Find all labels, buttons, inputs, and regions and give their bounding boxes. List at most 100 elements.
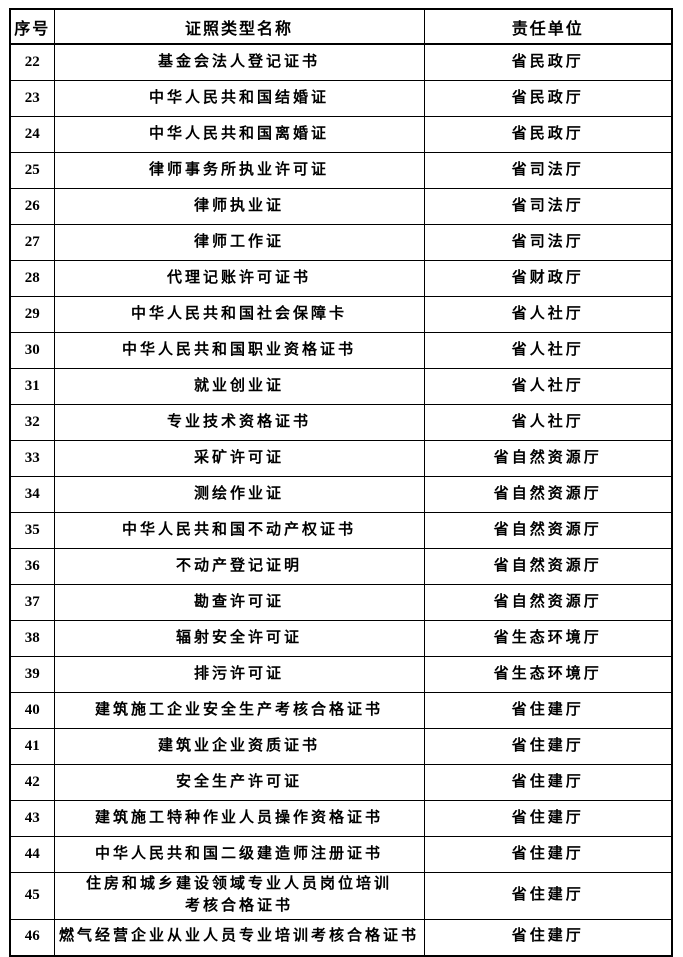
- table-row: 44 中华人民共和国二级建造师注册证书 省住建厅: [9, 836, 673, 873]
- certificate-name-cell: 不动产登记证明: [53, 548, 425, 585]
- responsible-unit-cell: 省司法厅: [423, 152, 673, 189]
- responsible-unit-cell: 省人社厅: [423, 404, 673, 441]
- table-body: 22 基金会法人登记证书 省民政厅 23 中华人民共和国结婚证 省民政厅 24 中华人民共和国…: [9, 43, 673, 956]
- certificate-name-cell: 中华人民共和国离婚证: [53, 116, 425, 153]
- serial-number-cell: 37: [9, 584, 55, 621]
- certificate-name-cell: 建筑施工特种作业人员操作资格证书: [53, 800, 425, 837]
- table-row: 22 基金会法人登记证书 省民政厅: [9, 43, 673, 81]
- responsible-unit-cell: 省人社厅: [423, 296, 673, 333]
- table-row: 46 燃气经营企业从业人员专业培训考核合格证书 省住建厅: [9, 918, 673, 956]
- table-row: 41 建筑业企业资质证书 省住建厅: [9, 728, 673, 765]
- certificate-name-cell: 住房和城乡建设领域专业人员岗位培训 考核合格证书: [53, 872, 425, 920]
- responsible-unit-cell: 省自然资源厅: [423, 440, 673, 477]
- serial-number-cell: 46: [9, 918, 55, 956]
- certificate-name-cell: 律师执业证: [53, 188, 425, 225]
- table-row: 33 采矿许可证 省自然资源厅: [9, 440, 673, 477]
- certificate-name-cell: 律师事务所执业许可证: [53, 152, 425, 189]
- table-row: 38 辐射安全许可证 省生态环境厅: [9, 620, 673, 657]
- table-row: 42 安全生产许可证 省住建厅: [9, 764, 673, 801]
- serial-number-cell: 43: [9, 800, 55, 837]
- responsible-unit-cell: 省人社厅: [423, 368, 673, 405]
- responsible-unit-cell: 省住建厅: [423, 728, 673, 765]
- certificate-name-cell: 代理记账许可证书: [53, 260, 425, 297]
- certificate-name-cell: 中华人民共和国二级建造师注册证书: [53, 836, 425, 873]
- table-row: 28 代理记账许可证书 省财政厅: [9, 260, 673, 297]
- certificate-name-cell: 基金会法人登记证书: [53, 43, 425, 81]
- responsible-unit-cell: 省司法厅: [423, 224, 673, 261]
- serial-number-cell: 24: [9, 116, 55, 153]
- responsible-unit-cell: 省住建厅: [423, 836, 673, 873]
- table-row: 26 律师执业证 省司法厅: [9, 188, 673, 225]
- serial-number-cell: 26: [9, 188, 55, 225]
- certificate-name-cell: 采矿许可证: [53, 440, 425, 477]
- table-row: 25 律师事务所执业许可证 省司法厅: [9, 152, 673, 189]
- table-row: 36 不动产登记证明 省自然资源厅: [9, 548, 673, 585]
- serial-number-cell: 23: [9, 80, 55, 117]
- serial-number-cell: 25: [9, 152, 55, 189]
- certificate-name-cell: 排污许可证: [53, 656, 425, 693]
- certificate-name-cell: 中华人民共和国不动产权证书: [53, 512, 425, 549]
- header-certificate-type-name: 证照类型名称: [53, 8, 425, 45]
- table-row: 35 中华人民共和国不动产权证书 省自然资源厅: [9, 512, 673, 549]
- responsible-unit-cell: 省住建厅: [423, 918, 673, 956]
- certificate-name-cell: 测绘作业证: [53, 476, 425, 513]
- table-row: 32 专业技术资格证书 省人社厅: [9, 404, 673, 441]
- serial-number-cell: 32: [9, 404, 55, 441]
- serial-number-cell: 45: [9, 872, 55, 920]
- table-row: 39 排污许可证 省生态环境厅: [9, 656, 673, 693]
- responsible-unit-cell: 省人社厅: [423, 332, 673, 369]
- serial-number-cell: 38: [9, 620, 55, 657]
- serial-number-cell: 39: [9, 656, 55, 693]
- certificate-name-cell: 律师工作证: [53, 224, 425, 261]
- responsible-unit-cell: 省财政厅: [423, 260, 673, 297]
- responsible-unit-cell: 省自然资源厅: [423, 548, 673, 585]
- serial-number-cell: 40: [9, 692, 55, 729]
- table-row: 34 测绘作业证 省自然资源厅: [9, 476, 673, 513]
- certificate-name-cell: 建筑业企业资质证书: [53, 728, 425, 765]
- serial-number-cell: 35: [9, 512, 55, 549]
- table-row: 23 中华人民共和国结婚证 省民政厅: [9, 80, 673, 117]
- responsible-unit-cell: 省生态环境厅: [423, 620, 673, 657]
- responsible-unit-cell: 省民政厅: [423, 80, 673, 117]
- serial-number-cell: 29: [9, 296, 55, 333]
- serial-number-cell: 28: [9, 260, 55, 297]
- table-header: 序号 证照类型名称 责任单位: [9, 8, 673, 45]
- responsible-unit-cell: 省住建厅: [423, 764, 673, 801]
- header-serial-number: 序号: [9, 8, 55, 45]
- responsible-unit-cell: 省生态环境厅: [423, 656, 673, 693]
- serial-number-cell: 30: [9, 332, 55, 369]
- serial-number-cell: 34: [9, 476, 55, 513]
- serial-number-cell: 27: [9, 224, 55, 261]
- table-row: 40 建筑施工企业安全生产考核合格证书 省住建厅: [9, 692, 673, 729]
- header-row: 序号 证照类型名称 责任单位: [9, 8, 673, 45]
- responsible-unit-cell: 省司法厅: [423, 188, 673, 225]
- certificate-name-cell: 中华人民共和国结婚证: [53, 80, 425, 117]
- responsible-unit-cell: 省住建厅: [423, 872, 673, 920]
- table-row: 31 就业创业证 省人社厅: [9, 368, 673, 405]
- responsible-unit-cell: 省自然资源厅: [423, 476, 673, 513]
- serial-number-cell: 22: [9, 43, 55, 81]
- responsible-unit-cell: 省自然资源厅: [423, 584, 673, 621]
- responsible-unit-cell: 省民政厅: [423, 43, 673, 81]
- table-row: 45 住房和城乡建设领域专业人员岗位培训 考核合格证书 省住建厅: [9, 872, 673, 920]
- serial-number-cell: 33: [9, 440, 55, 477]
- serial-number-cell: 31: [9, 368, 55, 405]
- table-row: 29 中华人民共和国社会保障卡 省人社厅: [9, 296, 673, 333]
- serial-number-cell: 41: [9, 728, 55, 765]
- certificate-name-cell: 勘查许可证: [53, 584, 425, 621]
- serial-number-cell: 42: [9, 764, 55, 801]
- certificate-table: 序号 证照类型名称 责任单位 22 基金会法人登记证书 省民政厅 23 中华人民共和国结…: [9, 8, 673, 957]
- responsible-unit-cell: 省民政厅: [423, 116, 673, 153]
- serial-number-cell: 44: [9, 836, 55, 873]
- header-responsible-unit: 责任单位: [423, 8, 673, 45]
- responsible-unit-cell: 省自然资源厅: [423, 512, 673, 549]
- certificate-name-cell: 辐射安全许可证: [53, 620, 425, 657]
- responsible-unit-cell: 省住建厅: [423, 800, 673, 837]
- certificate-name-cell: 中华人民共和国职业资格证书: [53, 332, 425, 369]
- certificate-name-cell: 安全生产许可证: [53, 764, 425, 801]
- certificate-name-cell: 就业创业证: [53, 368, 425, 405]
- certificate-name-cell: 中华人民共和国社会保障卡: [53, 296, 425, 333]
- table-row: 37 勘查许可证 省自然资源厅: [9, 584, 673, 621]
- serial-number-cell: 36: [9, 548, 55, 585]
- table-row: 43 建筑施工特种作业人员操作资格证书 省住建厅: [9, 800, 673, 837]
